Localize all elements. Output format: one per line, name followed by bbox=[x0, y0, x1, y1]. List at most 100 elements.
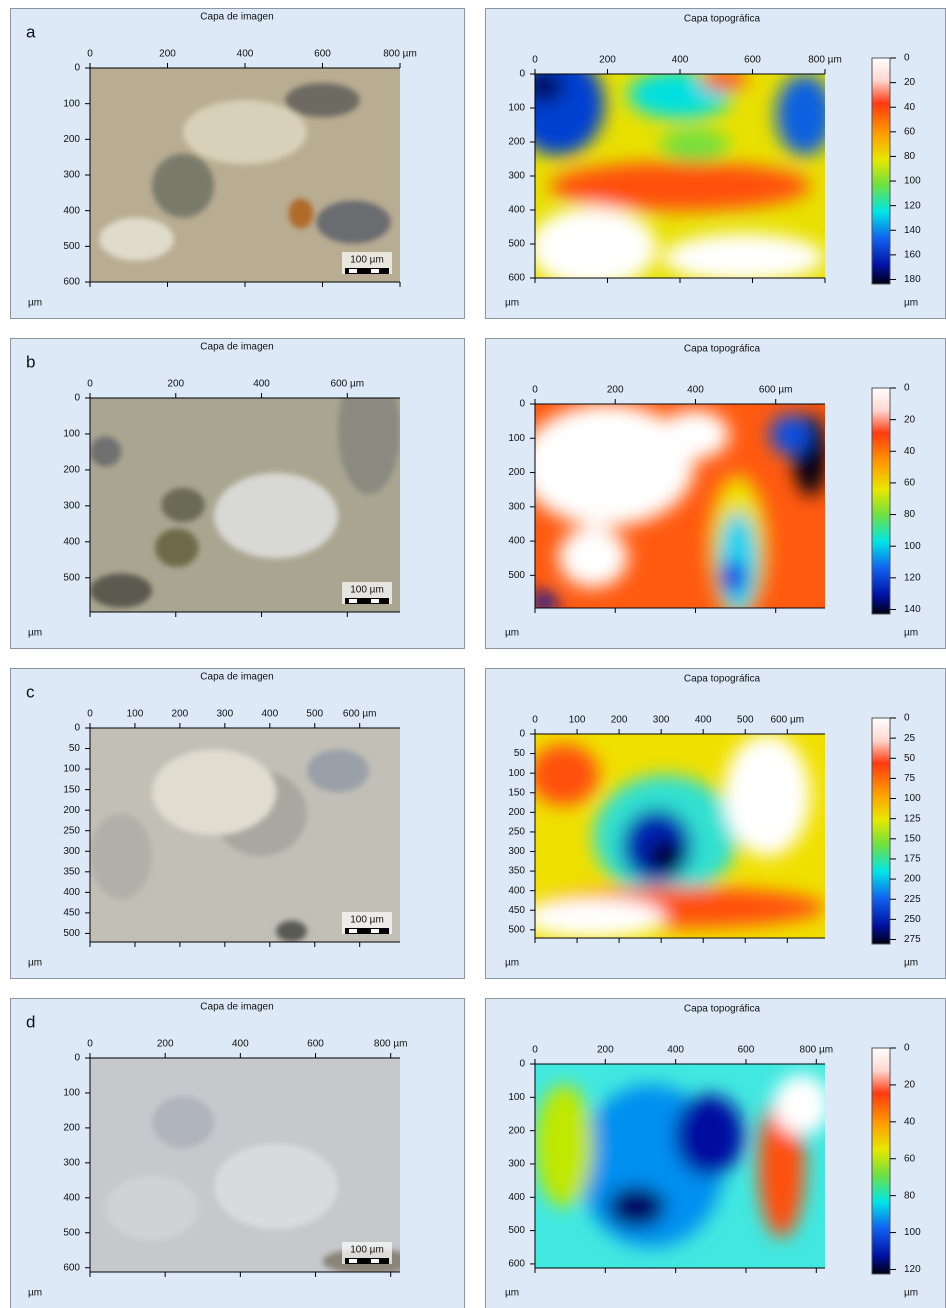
blob bbox=[152, 1097, 214, 1148]
x-tick-label: 600 µm bbox=[343, 709, 377, 720]
y-tick-label: 100 bbox=[63, 764, 80, 775]
y-tick-label: 500 bbox=[508, 570, 525, 581]
blob bbox=[288, 199, 313, 229]
y-tick-label: 400 bbox=[508, 536, 525, 547]
blob bbox=[558, 526, 628, 587]
x-tick-label: 600 µm bbox=[771, 715, 805, 726]
image-unit: µm bbox=[28, 628, 42, 639]
y-tick-label: 400 bbox=[63, 887, 80, 898]
colorbar-label: 160 bbox=[904, 250, 921, 261]
panel-label: c bbox=[26, 682, 35, 701]
y-tick-label: 500 bbox=[508, 1225, 525, 1236]
colorbar-label: 200 bbox=[904, 874, 921, 885]
blob bbox=[608, 1186, 666, 1227]
scale-bar-label: 100 µm bbox=[350, 585, 384, 596]
panel-label: b bbox=[26, 352, 35, 371]
y-tick-label: 100 bbox=[508, 433, 525, 444]
y-tick-label: 0 bbox=[74, 393, 80, 404]
blob bbox=[152, 749, 276, 835]
colorbar-label: 80 bbox=[904, 509, 916, 520]
x-tick-label: 600 bbox=[738, 1045, 755, 1056]
y-tick-label: 300 bbox=[508, 1159, 525, 1170]
scale-bar-tick bbox=[349, 929, 357, 933]
colorbar-label: 0 bbox=[904, 53, 910, 64]
y-tick-label: 350 bbox=[63, 866, 80, 877]
x-tick-label: 200 bbox=[172, 709, 189, 720]
colorbar bbox=[872, 388, 890, 614]
colorbar-label: 140 bbox=[904, 225, 921, 236]
y-tick-label: 200 bbox=[508, 807, 525, 818]
colorbar-label: 0 bbox=[904, 713, 910, 724]
y-tick-label: 300 bbox=[508, 171, 525, 182]
colorbar-unit: µm bbox=[904, 1288, 918, 1299]
x-tick-label: 0 bbox=[87, 379, 93, 390]
blob bbox=[90, 814, 152, 900]
colorbar bbox=[872, 1048, 890, 1274]
blob bbox=[521, 897, 666, 938]
colorbar-label: 40 bbox=[904, 446, 916, 457]
y-tick-label: 0 bbox=[519, 729, 525, 740]
y-tick-label: 100 bbox=[63, 1088, 80, 1099]
colorbar bbox=[872, 718, 890, 944]
image-title: Capa de imagen bbox=[200, 1002, 273, 1013]
colorbar-label: 80 bbox=[904, 151, 916, 162]
colorbar-label: 120 bbox=[904, 572, 921, 583]
colorbar-label: 225 bbox=[904, 894, 921, 905]
colorbar-label: 50 bbox=[904, 753, 916, 764]
blob bbox=[770, 414, 811, 455]
blob bbox=[316, 201, 390, 244]
blob bbox=[535, 1084, 593, 1206]
x-tick-label: 200 bbox=[157, 1039, 174, 1050]
colorbar-label: 0 bbox=[904, 383, 910, 394]
x-tick-label: 800 µm bbox=[383, 49, 417, 60]
y-tick-label: 400 bbox=[63, 205, 80, 216]
colorbar-label: 275 bbox=[904, 934, 921, 945]
x-tick-label: 400 bbox=[695, 715, 712, 726]
map bbox=[535, 1064, 831, 1268]
x-tick-label: 400 bbox=[672, 55, 689, 66]
colorbar-label: 40 bbox=[904, 102, 916, 113]
x-tick-label: 200 bbox=[599, 55, 616, 66]
y-tick-label: 400 bbox=[63, 1192, 80, 1203]
map bbox=[90, 68, 400, 282]
panel-row: cCapa de imagen0100200300400500600 µm050… bbox=[11, 669, 946, 979]
colorbar-label: 20 bbox=[904, 1080, 916, 1091]
y-tick-label: 600 bbox=[508, 1259, 525, 1270]
y-tick-label: 500 bbox=[508, 239, 525, 250]
colorbar-label: 40 bbox=[904, 1116, 916, 1127]
colorbar-label: 150 bbox=[904, 833, 921, 844]
y-tick-label: 600 bbox=[63, 1262, 80, 1273]
blob bbox=[776, 74, 834, 156]
colorbar-label: 60 bbox=[904, 478, 916, 489]
x-tick-label: 100 bbox=[127, 709, 144, 720]
y-tick-label: 50 bbox=[514, 748, 526, 759]
map bbox=[521, 404, 828, 618]
x-tick-label: 400 bbox=[261, 709, 278, 720]
y-tick-label: 300 bbox=[508, 501, 525, 512]
blob bbox=[161, 488, 204, 522]
colorbar-label: 75 bbox=[904, 773, 916, 784]
topo-unit: µm bbox=[505, 1288, 519, 1299]
blob bbox=[648, 840, 683, 873]
y-tick-label: 150 bbox=[63, 784, 80, 795]
x-tick-label: 200 bbox=[607, 385, 624, 396]
image-title: Capa de imagen bbox=[200, 672, 273, 683]
x-tick-label: 0 bbox=[532, 1045, 538, 1056]
y-tick-label: 0 bbox=[74, 1053, 80, 1064]
colorbar-label: 120 bbox=[904, 200, 921, 211]
topo-unit: µm bbox=[505, 958, 519, 969]
y-tick-label: 200 bbox=[63, 805, 80, 816]
map bbox=[90, 1058, 416, 1274]
scale-bar-label: 100 µm bbox=[350, 1245, 384, 1256]
map bbox=[512, 54, 834, 289]
x-tick-label: 200 bbox=[611, 715, 628, 726]
image-unit: µm bbox=[28, 1288, 42, 1299]
colorbar-unit: µm bbox=[904, 628, 918, 639]
colorbar-unit: µm bbox=[904, 958, 918, 969]
blob bbox=[529, 207, 657, 289]
x-tick-label: 600 µm bbox=[331, 379, 365, 390]
blob bbox=[660, 410, 730, 459]
blob bbox=[660, 129, 730, 162]
colorbar-label: 20 bbox=[904, 77, 916, 88]
